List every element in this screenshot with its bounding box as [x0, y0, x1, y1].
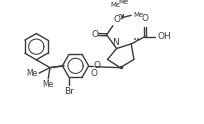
Text: N: N — [112, 38, 119, 47]
Text: Me: Me — [133, 12, 143, 18]
Text: Me: Me — [119, 0, 129, 5]
Text: Me: Me — [110, 2, 120, 8]
Text: O: O — [91, 30, 98, 39]
Text: O: O — [90, 69, 98, 78]
Text: O: O — [141, 15, 148, 23]
Text: ∙∙: ∙∙ — [133, 37, 140, 42]
Text: O: O — [93, 61, 100, 70]
Text: Br: Br — [64, 87, 74, 96]
Text: OH: OH — [157, 32, 171, 41]
Text: Me: Me — [43, 80, 54, 89]
Text: O: O — [114, 15, 121, 24]
Text: Me: Me — [27, 69, 38, 78]
